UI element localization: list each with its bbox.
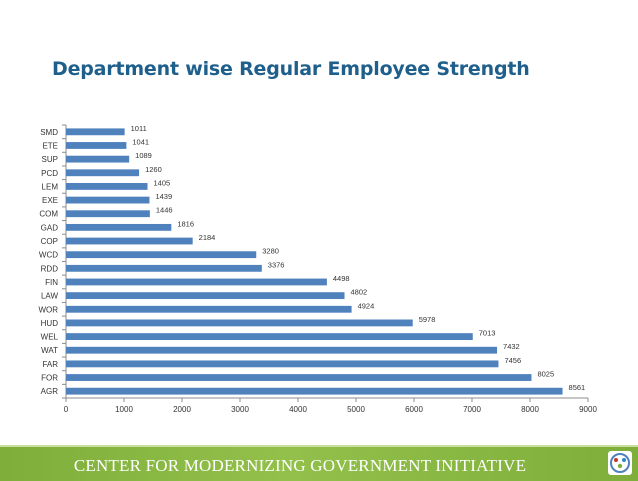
category-label: FAR — [42, 360, 58, 369]
data-label: 3376 — [268, 260, 285, 269]
data-label: 7432 — [503, 342, 520, 351]
category-label: FOR — [41, 374, 58, 383]
category-label: LEM — [42, 182, 59, 191]
category-label: ETE — [42, 141, 58, 150]
bar-law — [66, 292, 345, 300]
data-label: 3280 — [262, 247, 279, 256]
x-tick-label: 0 — [64, 405, 69, 414]
bar-fin — [66, 278, 327, 286]
category-label: HUD — [41, 319, 59, 328]
category-label: AGR — [41, 387, 59, 396]
category-label: LAW — [41, 292, 58, 301]
data-label: 8025 — [537, 370, 554, 379]
category-label: SUP — [42, 155, 58, 164]
bar-for — [66, 374, 532, 381]
data-label: 5978 — [419, 315, 436, 324]
bar-rdd — [66, 264, 262, 272]
bar-wel — [66, 333, 473, 340]
data-label: 1816 — [177, 219, 194, 228]
category-label: WEL — [41, 333, 59, 342]
data-label: 1405 — [153, 178, 170, 187]
bar-pcd — [66, 169, 140, 177]
x-tick-label: 6000 — [405, 405, 423, 414]
data-label: 7013 — [479, 329, 496, 338]
bar-smd — [66, 128, 125, 136]
data-label: 1011 — [131, 124, 147, 133]
footer-text: CENTER FOR MODERNIZING GOVERNMENT INITIA… — [73, 456, 527, 475]
x-tick-label: 4000 — [289, 405, 307, 414]
data-label: 4802 — [351, 288, 368, 297]
bar-exe — [66, 196, 150, 204]
bar-far — [66, 360, 499, 368]
data-label: 1446 — [156, 206, 173, 215]
category-label: SMD — [40, 128, 58, 137]
category-label: EXE — [42, 196, 58, 205]
data-label: 4498 — [333, 274, 350, 283]
data-label: 1439 — [155, 192, 172, 201]
data-label: 8561 — [569, 383, 586, 392]
x-tick-label: 8000 — [521, 405, 539, 414]
x-tick-label: 5000 — [347, 405, 365, 414]
bar-agr — [66, 387, 563, 395]
x-tick-label: 1000 — [115, 405, 133, 414]
category-label: FIN — [45, 278, 58, 287]
bar-chart: 0 1000 2000 3000 4000 5000 6000 7000 8000 9000 SMD… — [38, 124, 597, 414]
category-label: COP — [41, 237, 58, 246]
bar-wcd — [66, 251, 257, 259]
bar-sup — [66, 155, 130, 163]
data-label: 1260 — [145, 165, 162, 174]
data-label: 4924 — [358, 301, 375, 310]
data-label: 1041 — [132, 137, 149, 146]
bar-wor — [66, 305, 352, 313]
cmgi-logo-icon — [608, 451, 632, 475]
bar-com — [66, 210, 150, 218]
data-label: 2184 — [199, 233, 216, 242]
x-tick-label: 3000 — [231, 405, 249, 414]
x-tick-label: 9000 — [579, 405, 597, 414]
chart-title: Department wise Regular Employee Strengt… — [52, 58, 530, 80]
category-label: GAD — [41, 223, 59, 232]
bar-ete — [66, 142, 127, 149]
bar-cop — [66, 237, 193, 245]
bar-hud — [66, 319, 413, 327]
category-label: RDD — [41, 264, 59, 273]
x-tick-label: 7000 — [463, 405, 481, 414]
bar-wat — [66, 346, 498, 354]
footer-banner: CENTER FOR MODERNIZING GOVERNMENT INITIA… — [0, 445, 638, 481]
x-tick-label: 2000 — [173, 405, 191, 414]
category-label: PCD — [41, 169, 58, 178]
data-label: 1089 — [135, 151, 152, 160]
data-label: 7456 — [504, 356, 521, 365]
category-label: COM — [39, 210, 58, 219]
bar-gad — [66, 223, 172, 231]
category-label: WAT — [41, 346, 58, 355]
bar-lem — [66, 183, 148, 190]
category-label: WCD — [39, 251, 58, 260]
category-label: WOR — [38, 305, 58, 314]
